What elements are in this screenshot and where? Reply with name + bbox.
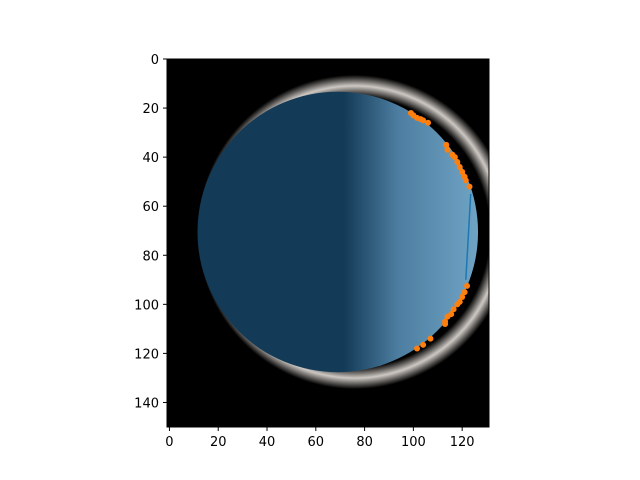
scatter-point — [427, 335, 434, 342]
scatter-point — [444, 146, 451, 153]
line-segment — [465, 193, 472, 280]
y-tick-label: 20 — [142, 102, 159, 117]
scatter-point — [420, 341, 427, 348]
scatter-point — [425, 119, 432, 126]
x-tick-label: 20 — [210, 435, 227, 450]
scatter-point — [461, 289, 468, 296]
x-tick-label: 0 — [165, 435, 173, 450]
scatter-point — [459, 293, 466, 300]
blue-line — [465, 193, 472, 280]
scatter-points — [407, 109, 473, 352]
scatter-point — [456, 163, 463, 170]
scatter-point — [443, 141, 450, 148]
scatter-point — [444, 313, 451, 320]
scatter-point — [450, 306, 457, 313]
x-tick-label: 80 — [356, 435, 373, 450]
y-tick-label: 60 — [142, 200, 159, 215]
x-tick-label: 40 — [259, 435, 276, 450]
y-tick-label: 40 — [142, 151, 159, 166]
y-tick-label: 0 — [151, 53, 159, 68]
x-tick-label: 100 — [401, 435, 426, 450]
scatter-point — [454, 301, 461, 308]
scatter-point — [464, 282, 471, 289]
disc — [197, 91, 479, 373]
scatter-point — [451, 154, 458, 161]
scatter-point — [462, 177, 469, 184]
axes: 0 20 40 60 80 100 120 0 20 40 60 80 100 120 140 — [134, 53, 490, 450]
y-tick-label: 120 — [134, 347, 159, 362]
plot-frame — [166, 58, 490, 428]
y-tick-label: 80 — [142, 249, 159, 264]
y-tick-label: 140 — [134, 396, 159, 411]
scatter-point — [414, 345, 421, 352]
x-tick-label: 120 — [450, 435, 475, 450]
y-tick-label: 100 — [134, 298, 159, 313]
scatter-point — [459, 168, 466, 175]
scatter-point — [466, 183, 473, 190]
x-tick-label: 60 — [308, 435, 325, 450]
background-image — [167, 59, 489, 427]
scatter-point — [454, 159, 461, 166]
scatter-point — [442, 320, 449, 327]
scatter-point — [420, 117, 427, 124]
